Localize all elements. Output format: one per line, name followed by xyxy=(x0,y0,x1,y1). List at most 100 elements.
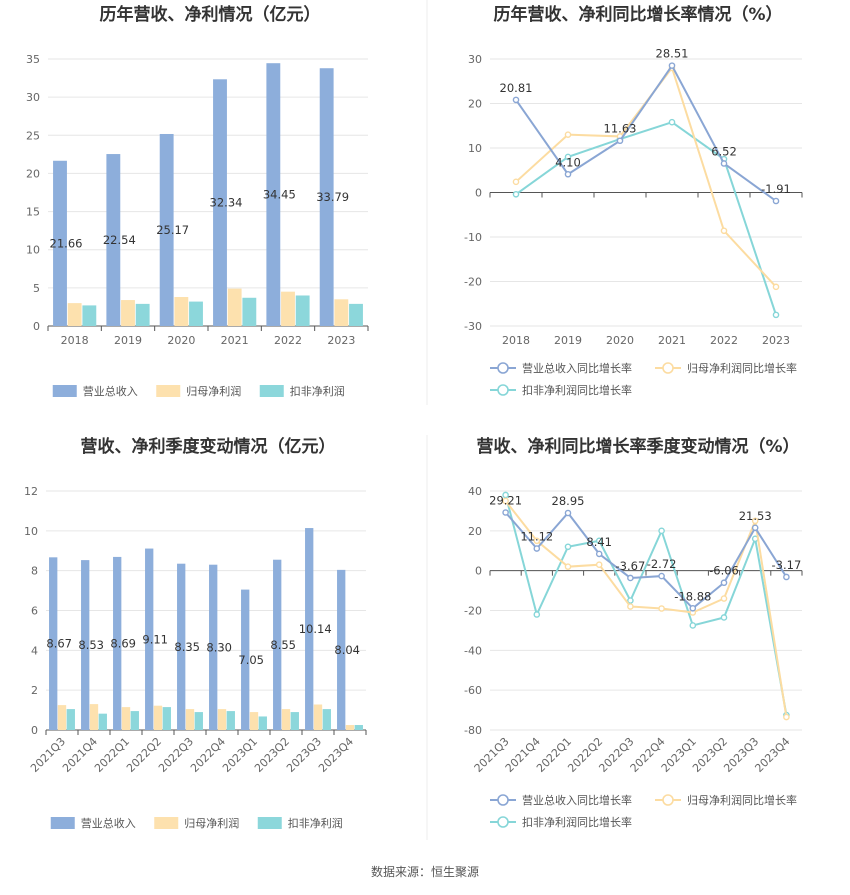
series-point-1 xyxy=(502,509,509,516)
y-tick-label: 12 xyxy=(24,485,38,498)
bar-2 xyxy=(281,709,291,730)
legend-marker xyxy=(497,384,509,396)
y-tick-label: 10 xyxy=(24,525,38,538)
legend-label: 营业总收入同比增长率 xyxy=(522,793,632,807)
y-tick-label: 4 xyxy=(31,644,38,657)
data-source: 数据来源：恒生聚源 xyxy=(371,864,479,879)
y-tick-label: 10 xyxy=(468,142,482,155)
bar-1 xyxy=(113,556,122,730)
chart-title: 营收、净利季度变动情况（亿元） xyxy=(81,436,336,457)
series-point-1 xyxy=(595,550,603,558)
chart-title: 历年营收、净利同比增长率情况（%） xyxy=(493,4,782,25)
chart-panel-2: 历年营收、净利同比增长率情况（%） -30 -20 -10 0 10 20 30 2018 201… xyxy=(464,4,803,397)
x-tick-label: 2021 xyxy=(658,334,686,347)
line-value-label: -6.06 xyxy=(709,564,739,578)
line-value-label: 28.51 xyxy=(656,47,689,61)
bar-2 xyxy=(313,704,323,730)
legend-swatch xyxy=(52,385,77,397)
series-point-2 xyxy=(627,603,634,610)
x-tick-label: 2022 xyxy=(274,334,302,347)
series-point-2 xyxy=(772,283,780,291)
x-tick-label: 2019 xyxy=(114,334,142,347)
series-point-1 xyxy=(772,197,780,205)
legend-label: 扣非净利润 xyxy=(290,384,345,398)
bar-3 xyxy=(135,303,150,326)
series-point-3 xyxy=(772,311,780,319)
x-tick-label: 2023 xyxy=(762,334,790,347)
bar-2 xyxy=(345,725,355,730)
series-point-2 xyxy=(720,595,728,602)
bar-2 xyxy=(153,705,163,730)
bar-value-label: 21.66 xyxy=(50,236,83,250)
line-value-label: -1.91 xyxy=(761,182,791,196)
legend-swatch xyxy=(50,817,75,829)
series-point-2 xyxy=(751,517,759,525)
series-point-1 xyxy=(783,573,790,581)
bar-value-label: 8.53 xyxy=(78,638,104,652)
legend-marker xyxy=(497,794,509,806)
legend-label: 归母净利润同比增长率 xyxy=(687,361,797,375)
line-value-label: -18.88 xyxy=(674,589,711,603)
series-point-3 xyxy=(512,190,520,198)
bar-value-label: 25.17 xyxy=(156,223,189,237)
series-line-2 xyxy=(504,500,788,718)
series-point-3 xyxy=(658,527,665,535)
bar-value-label: 33.79 xyxy=(316,190,349,204)
legend-marker xyxy=(662,362,674,374)
bar-2 xyxy=(281,291,295,326)
legend-label: 扣非净利润同比增长率 xyxy=(522,815,632,829)
series-point-2 xyxy=(595,561,603,568)
series-point-1 xyxy=(627,574,634,582)
series-point-2 xyxy=(564,131,572,138)
bar-1 xyxy=(241,589,250,730)
legend-label: 营业总收入 xyxy=(83,384,138,398)
series-point-2 xyxy=(658,605,665,612)
bar-1 xyxy=(145,548,154,730)
series-point-1 xyxy=(751,524,759,532)
x-tick-label: 2022 xyxy=(710,334,738,347)
series-point-3 xyxy=(595,537,603,545)
bar-2 xyxy=(174,297,189,326)
chart-title: 历年营收、净利情况（亿元） xyxy=(100,4,321,25)
series-line-1 xyxy=(515,63,777,202)
x-tick-label: 2018 xyxy=(502,334,530,347)
chart-panel-4: 营收、净利同比增长率季度变动情况（%）-80-60-40-20020402021… xyxy=(464,436,803,829)
x-tick-label: 2023 xyxy=(327,334,355,347)
y-tick-label: 20 xyxy=(468,98,482,111)
bar-2 xyxy=(121,300,135,326)
series-point-3 xyxy=(502,491,509,499)
y-tick-label: -20 xyxy=(464,605,482,618)
chart-title: 营收、净利同比增长率季度变动情况（%） xyxy=(476,436,799,457)
bar-2 xyxy=(121,707,131,730)
bar-1 xyxy=(305,528,314,730)
line-value-label: 11.63 xyxy=(604,122,637,136)
bar-3 xyxy=(322,709,331,730)
y-tick-label: -20 xyxy=(464,276,482,289)
bar-value-label: 10.14 xyxy=(299,622,332,636)
series-point-1 xyxy=(658,572,665,580)
y-tick-label: 20 xyxy=(26,167,40,180)
bar-2 xyxy=(217,709,227,730)
bar-value-label: 32.34 xyxy=(210,196,243,210)
y-tick-label: 10 xyxy=(26,244,40,257)
y-tick-label: 0 xyxy=(31,724,38,737)
legend-label: 归母净利润 xyxy=(184,816,239,830)
bar-value-label: 8.69 xyxy=(110,636,136,650)
legend-swatch xyxy=(154,817,179,829)
bar-2 xyxy=(334,299,349,326)
line-value-label: 6.52 xyxy=(711,144,737,158)
y-tick-label: 25 xyxy=(26,129,40,142)
series-line-3 xyxy=(504,494,788,716)
series-point-3 xyxy=(668,118,676,126)
y-tick-label: 0 xyxy=(33,320,40,333)
series-point-3 xyxy=(533,611,541,618)
y-tick-label: 30 xyxy=(26,91,40,104)
series-point-2 xyxy=(533,537,541,545)
legend-swatch xyxy=(156,385,181,397)
y-tick-label: 8 xyxy=(31,565,38,578)
bar-value-label: 8.30 xyxy=(206,640,232,654)
bar-3 xyxy=(66,709,75,730)
legend-label: 营业总收入 xyxy=(81,816,136,830)
x-tick-label: 2023Q4 xyxy=(316,735,356,775)
series-point-3 xyxy=(564,543,572,551)
